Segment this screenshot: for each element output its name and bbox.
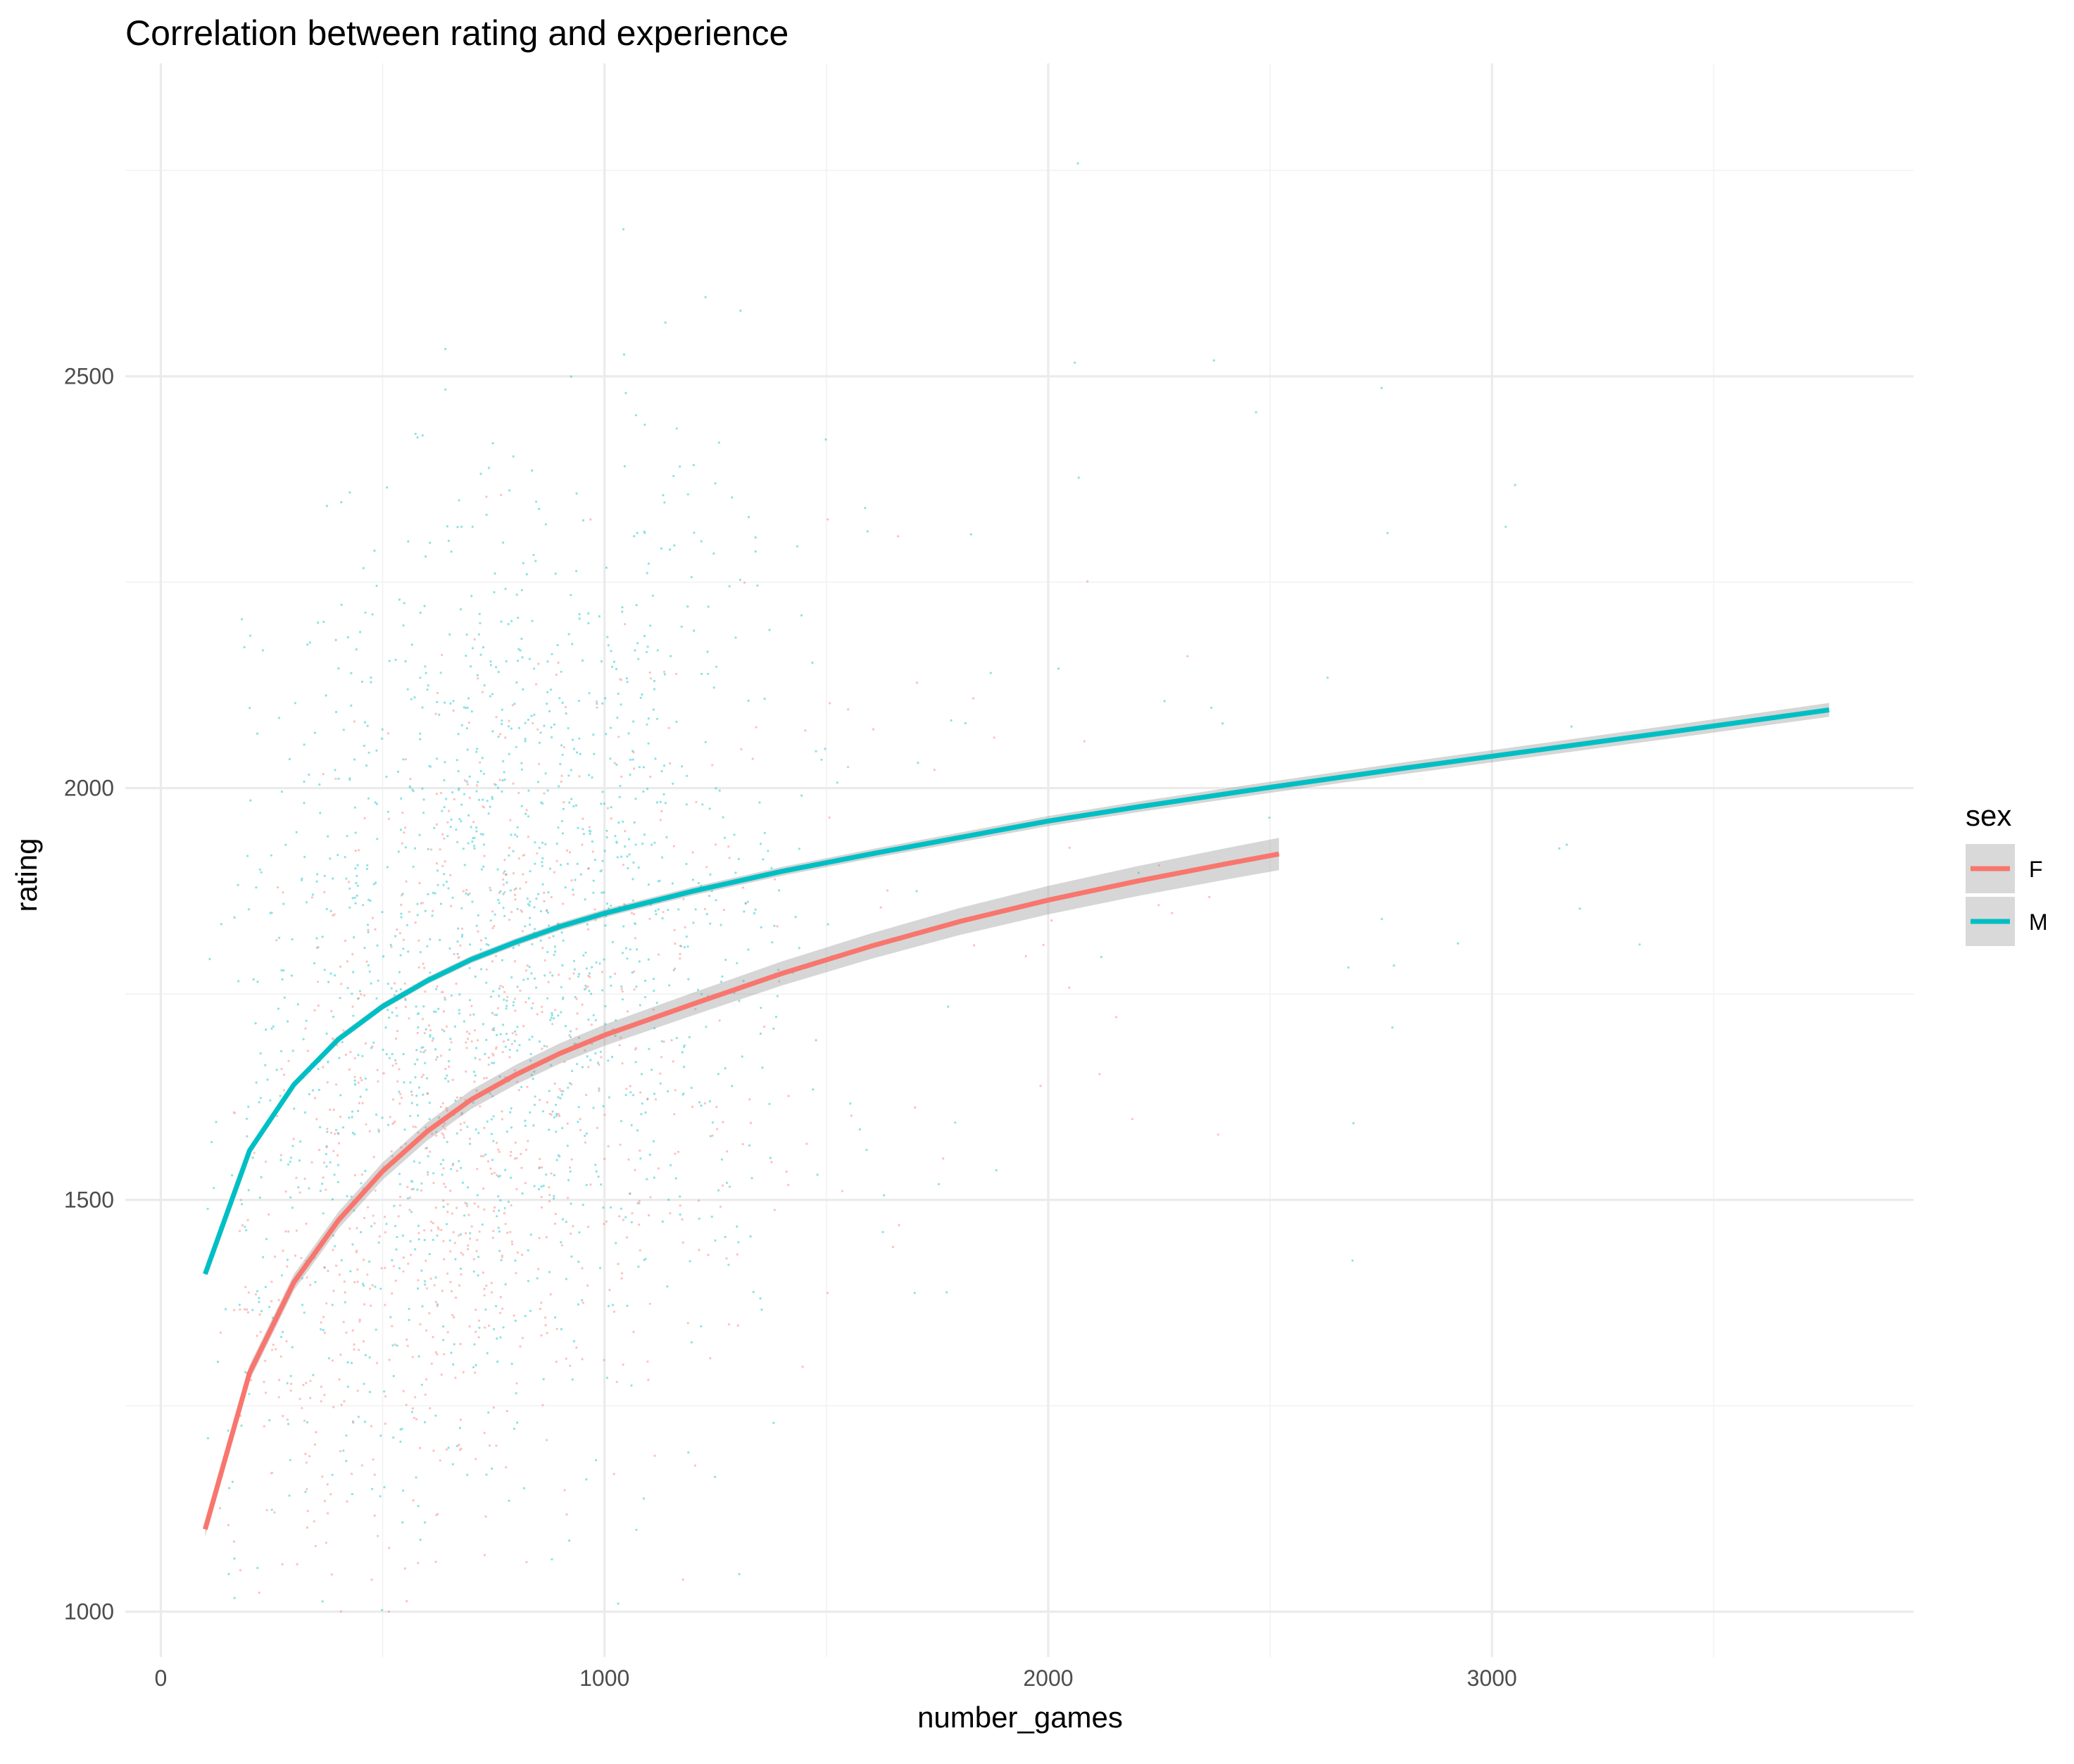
x-tick-label: 3000 xyxy=(1467,1665,1517,1691)
legend-label-m: M xyxy=(2029,909,2048,935)
scatter-points xyxy=(206,162,1641,1613)
confidence-band-f xyxy=(205,838,1279,1537)
y-tick-label: 2000 xyxy=(64,776,114,801)
legend-title: sex xyxy=(1966,799,2011,832)
scatter-points-m xyxy=(206,162,1641,1611)
chart-title: Correlation between rating and experienc… xyxy=(125,13,788,53)
legend: sex F M xyxy=(1966,799,2048,946)
x-tick-label: 1000 xyxy=(579,1665,629,1691)
legend-label-f: F xyxy=(2029,857,2043,882)
y-axis-ticks: 1000 1500 2000 2500 xyxy=(64,364,114,1625)
y-axis-title: rating xyxy=(10,838,43,912)
x-tick-label: 2000 xyxy=(1023,1665,1073,1691)
fit-curves xyxy=(203,703,1830,1537)
grid xyxy=(125,63,1913,1657)
scatter-points-f xyxy=(219,493,1219,1613)
y-tick-label: 1000 xyxy=(64,1599,114,1625)
x-axis-title: number_games xyxy=(917,1701,1123,1734)
fit-line-f xyxy=(203,851,1280,1530)
y-tick-label: 1500 xyxy=(64,1187,114,1213)
x-tick-label: 0 xyxy=(155,1665,168,1691)
fit-line-m xyxy=(203,707,1830,1275)
x-axis-ticks: 0 1000 2000 3000 xyxy=(155,1665,1517,1691)
y-tick-label: 2500 xyxy=(64,364,114,389)
